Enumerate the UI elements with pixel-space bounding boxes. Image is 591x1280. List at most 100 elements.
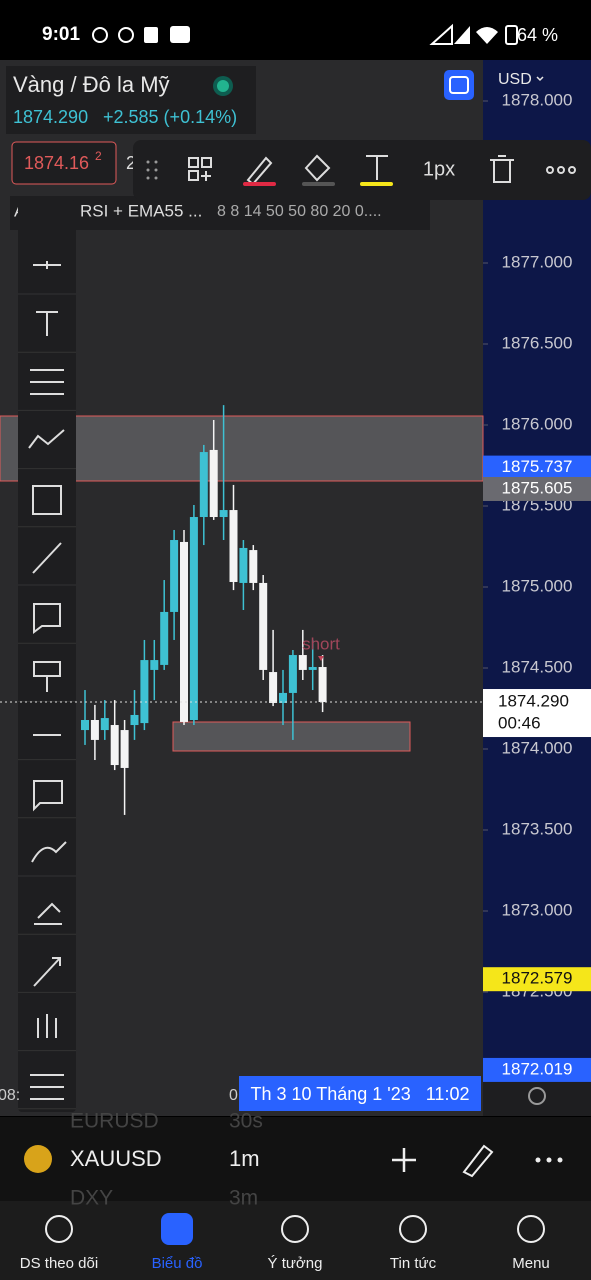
line-width[interactable]: 1px (423, 158, 455, 180)
more-dot (535, 1157, 541, 1163)
left-toolbar (18, 200, 76, 1112)
candle-body (298, 655, 307, 670)
indicator-params: 8 8 14 50 50 80 20 0.... (217, 203, 382, 220)
annotation-arrow (318, 656, 324, 661)
nav-label[interactable]: Tin tức (390, 1255, 437, 1272)
tool-icon (33, 661, 61, 692)
price-label: 1876.500 (502, 333, 573, 352)
color-swatch (360, 182, 393, 186)
nav-icon (281, 1215, 309, 1243)
settings-icon[interactable] (528, 1087, 546, 1105)
price-label: 1874.500 (502, 657, 573, 676)
bid-button[interactable] (11, 141, 117, 185)
nav-icon (517, 1215, 545, 1243)
drag-handle (146, 160, 158, 180)
settings-corner (483, 1076, 591, 1116)
price-marker (483, 476, 591, 501)
fill-icon[interactable] (304, 154, 331, 182)
price-marker (483, 455, 591, 480)
price-marker-label: 1872.019 (502, 1059, 573, 1078)
ghost-symbol: EURUSD (70, 1110, 159, 1133)
tool-icons (18, 261, 76, 1110)
price-label: 1877.000 (502, 252, 573, 271)
tool-icon (36, 311, 58, 336)
currency[interactable]: USD (498, 71, 532, 88)
currency-caret (536, 76, 544, 82)
dnd-icon (92, 27, 108, 43)
color-swatch (243, 182, 276, 186)
price-box (6, 104, 256, 134)
fullscreen-icon (449, 76, 469, 94)
price-marker (483, 1057, 591, 1082)
nav-label[interactable]: Biểu đồ (152, 1255, 203, 1272)
tool-icon (33, 603, 61, 634)
price-label: 1878.000 (502, 90, 573, 109)
price-label: 1873.000 (502, 900, 573, 919)
candle-body (219, 510, 228, 518)
tool-icon (30, 1074, 64, 1100)
nav-bar (0, 1201, 591, 1280)
fullscreen-button[interactable] (444, 70, 474, 100)
nav-label[interactable]: Menu (512, 1255, 550, 1272)
candle-body (120, 730, 129, 768)
candle-body (288, 655, 297, 693)
time-fragment: 0 (229, 1087, 238, 1104)
time-cursor-label: Th 3 10 Tháng 1 '23 11:02 (251, 1084, 470, 1104)
delete-icon[interactable] (490, 155, 514, 183)
tool-icon (30, 369, 64, 395)
market-status-dot (217, 80, 229, 92)
app-icon (144, 27, 158, 43)
candle-body (239, 547, 248, 583)
zone-rectangle (172, 721, 411, 752)
tool-icon (33, 261, 61, 269)
candle-body (279, 692, 287, 703)
annotation: short (302, 634, 340, 653)
candle-body (189, 517, 198, 721)
hidden-text: 2 (126, 153, 136, 173)
candle-body (308, 667, 317, 670)
time-fragment: 08: (0, 1087, 20, 1104)
tool-icon (37, 1014, 57, 1038)
bid-price: 1874.16 (24, 153, 89, 173)
battery-icon (505, 25, 518, 45)
ghost-symbol: DXY (70, 1187, 113, 1210)
candle-body (110, 725, 119, 766)
signal-icon (429, 23, 453, 45)
candle-body (249, 550, 258, 583)
bid-superscript: 2 (95, 149, 102, 163)
candle-body (81, 720, 89, 731)
status-bar (0, 0, 591, 60)
indicator-box (10, 196, 430, 230)
symbol[interactable]: XAUUSD (70, 1146, 162, 1171)
template-icon[interactable] (188, 157, 212, 181)
candle-body (140, 660, 149, 724)
tool-icon (28, 429, 65, 449)
tool-icon (32, 542, 62, 574)
current-price-marker (483, 689, 591, 738)
candle-body (318, 667, 327, 703)
tool-icon (34, 902, 62, 925)
zone-rectangle (0, 415, 484, 482)
nav-label[interactable]: Ý tưởng (268, 1255, 323, 1272)
current-price-label: 1874.290 (498, 692, 569, 711)
price-label: 1876.000 (502, 414, 573, 433)
price-marker (483, 967, 591, 992)
candle-body (90, 720, 99, 740)
price-label: 1874.000 (502, 738, 573, 757)
candle-body (170, 540, 179, 612)
clock: 9:01 (42, 24, 80, 45)
price-marker-label: 1875.737 (502, 457, 573, 476)
interval[interactable]: 1m (229, 1146, 260, 1171)
text-color-icon[interactable] (366, 155, 388, 180)
price-label: 1875.000 (502, 576, 573, 595)
color-swatch (302, 182, 335, 186)
nav-label[interactable]: DS theo dõi (20, 1255, 98, 1272)
last-price: 1874.290 (13, 107, 88, 127)
candle-body (209, 449, 218, 518)
symbol-icon (24, 1145, 52, 1173)
more-icon[interactable] (546, 166, 576, 174)
ghost-interval: 30s (229, 1110, 263, 1133)
indicator-name: RSI + EMA55 ... (80, 201, 202, 220)
add-icon (392, 1148, 416, 1172)
